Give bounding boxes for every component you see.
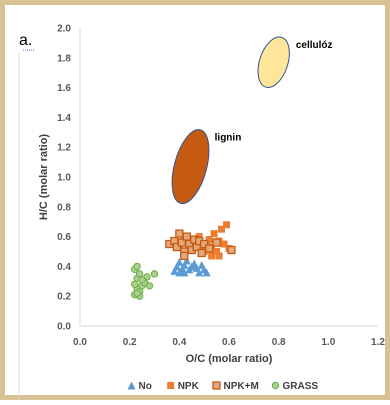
point-no bbox=[175, 257, 184, 266]
legend-label-npk: NPK bbox=[178, 381, 200, 392]
point-npk-m bbox=[182, 232, 191, 241]
x-tick-label: 1.0 bbox=[321, 337, 335, 348]
region-label: cellulóz bbox=[296, 40, 333, 51]
point-no bbox=[202, 268, 211, 277]
y-tick-label: 1.4 bbox=[57, 113, 71, 124]
y-tick-label: 1.0 bbox=[57, 173, 71, 184]
y-tick-label: 0.0 bbox=[57, 322, 71, 333]
legend-label-grass: GRASS bbox=[283, 381, 319, 392]
x-tick-label: 0.4 bbox=[172, 337, 186, 348]
y-tick-label: 1.8 bbox=[57, 53, 71, 64]
region-labels: lignin cellulóz bbox=[215, 40, 333, 143]
legend-marker-no bbox=[127, 381, 136, 390]
legend-marker-npk-m bbox=[212, 381, 221, 390]
point-no bbox=[170, 266, 179, 275]
legend-label-npk-m: NPK+M bbox=[224, 381, 259, 392]
point-npk bbox=[220, 240, 228, 248]
legend-marker-npk bbox=[167, 382, 175, 389]
point-npk-m bbox=[197, 248, 206, 258]
y-tick-label: 1.2 bbox=[57, 143, 71, 154]
point-npk-m bbox=[204, 244, 214, 253]
regions bbox=[171, 36, 290, 205]
y-axis-title: H/C (molar ratio) bbox=[38, 134, 50, 221]
axes bbox=[79, 28, 378, 327]
point-grass bbox=[138, 276, 146, 284]
point-no bbox=[172, 262, 181, 271]
point-npk bbox=[215, 252, 223, 260]
point-npk bbox=[223, 221, 231, 229]
point-grass bbox=[130, 280, 139, 288]
tick-labels: 0.0 0.2 0.4 0.6 0.8 1.0 1.2 0.0 0.2 0.4 0.6 0.8 1.0 1… bbox=[57, 24, 385, 349]
x-tick-label: 0.6 bbox=[222, 337, 236, 348]
region-lignin-ellipse bbox=[171, 129, 210, 205]
region-cellulz-ellipse bbox=[257, 36, 290, 88]
y-tick-label: 2.0 bbox=[57, 24, 71, 35]
point-npk bbox=[205, 236, 213, 244]
point-npk-m bbox=[180, 251, 189, 261]
point-no bbox=[175, 268, 184, 277]
point-grass bbox=[133, 289, 141, 297]
point-no bbox=[195, 268, 204, 277]
point-grass bbox=[145, 282, 154, 290]
x-tick-label: 1.2 bbox=[371, 337, 385, 348]
x-tick-label: 0.8 bbox=[272, 337, 286, 348]
x-axis-title: O/C (molar ratio) bbox=[186, 353, 273, 365]
y-tick-label: 0.4 bbox=[57, 262, 71, 273]
legend-marker-grass bbox=[271, 381, 280, 390]
point-npk bbox=[195, 233, 203, 241]
point-npk-m bbox=[175, 229, 184, 238]
legend: No NPK NPK+M GRASS bbox=[127, 381, 319, 392]
x-tick-label: 0.0 bbox=[73, 337, 87, 348]
point-npk-m bbox=[172, 242, 182, 252]
point-npk-m bbox=[227, 245, 236, 255]
point-npk bbox=[210, 230, 218, 238]
point-npk bbox=[218, 225, 226, 233]
y-tick-label: 1.6 bbox=[57, 83, 71, 94]
point-npk bbox=[208, 252, 216, 260]
scatter-chart: a. 0.0 0.2 0.4 0.6 0.8 1.0 1.2 0.0 0.2 0.4 0.6 0.8 1… bbox=[18, 24, 385, 400]
legend-label-no: No bbox=[139, 381, 152, 392]
point-grass bbox=[150, 270, 159, 278]
point-no bbox=[182, 256, 191, 265]
x-tick-label: 0.2 bbox=[123, 337, 137, 348]
y-tick-label: 0.6 bbox=[57, 232, 71, 243]
y-tick-label: 0.2 bbox=[57, 292, 71, 303]
point-npk-m bbox=[200, 239, 209, 249]
region-label: lignin bbox=[215, 133, 242, 144]
point-npk-m bbox=[212, 238, 221, 247]
point-grass bbox=[133, 262, 141, 271]
data-points bbox=[130, 221, 236, 300]
point-grass bbox=[135, 270, 144, 278]
panel-label: a. bbox=[19, 32, 32, 49]
y-tick-label: 0.8 bbox=[57, 202, 71, 213]
point-npk bbox=[213, 248, 221, 255]
point-no bbox=[180, 260, 189, 269]
